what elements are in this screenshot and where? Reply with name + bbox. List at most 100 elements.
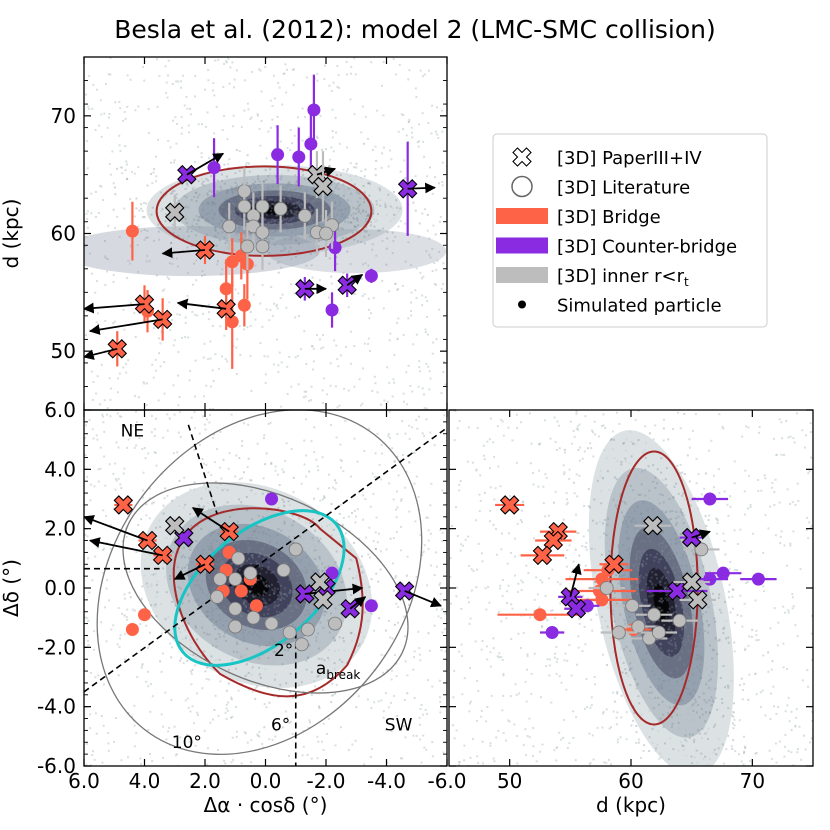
particle [384, 206, 387, 209]
particle [268, 262, 271, 265]
particle [317, 632, 320, 635]
particle [313, 214, 316, 217]
particle [420, 761, 423, 764]
particle [619, 495, 622, 498]
particle [327, 296, 330, 299]
particle [319, 499, 322, 502]
particle [328, 257, 331, 260]
particle [428, 253, 431, 256]
particle [125, 160, 128, 163]
particle [620, 694, 623, 697]
particle [155, 175, 158, 178]
particle [338, 222, 341, 225]
particle [594, 433, 597, 436]
particle [312, 199, 315, 202]
particle [238, 498, 241, 501]
particle [309, 522, 312, 525]
particle [455, 595, 458, 598]
particle [239, 565, 242, 568]
particle [463, 677, 466, 680]
particle [123, 467, 126, 470]
particle [164, 691, 167, 694]
particle [114, 227, 117, 230]
particle [338, 636, 341, 639]
particle [598, 435, 601, 438]
particle [592, 455, 595, 458]
particle [218, 543, 221, 546]
particle [755, 634, 758, 637]
particle [419, 738, 422, 741]
particle [119, 483, 122, 486]
particle [256, 191, 259, 194]
particle [664, 587, 667, 590]
particle [393, 282, 396, 285]
particle [171, 83, 174, 86]
particle [221, 202, 224, 205]
particle [109, 173, 112, 176]
particle [547, 514, 550, 517]
particle [388, 410, 391, 413]
particle [252, 183, 255, 186]
particle [539, 750, 542, 753]
particle [263, 591, 266, 594]
particle [246, 537, 249, 540]
particle [267, 608, 270, 611]
particle [276, 598, 279, 601]
particle [428, 388, 431, 391]
particle [245, 161, 248, 164]
particle [396, 206, 399, 209]
particle [362, 142, 365, 145]
particle [120, 759, 123, 762]
particle [245, 600, 248, 603]
particle [94, 215, 97, 218]
particle [468, 702, 471, 705]
particle [276, 338, 279, 341]
particle [275, 214, 278, 217]
particle [167, 545, 170, 548]
particle [194, 161, 197, 164]
particle [249, 324, 252, 327]
particle [381, 227, 384, 230]
particle [301, 207, 304, 210]
particle [189, 548, 192, 551]
particle [272, 639, 275, 642]
particle [575, 412, 578, 415]
particle [154, 369, 157, 372]
particle [656, 468, 659, 471]
particle [401, 582, 404, 585]
particle [611, 609, 614, 612]
particle [612, 691, 615, 694]
particle [121, 166, 124, 169]
particle [112, 280, 115, 283]
particle [267, 566, 270, 569]
particle [579, 446, 582, 449]
particle [576, 663, 579, 666]
particle [305, 188, 308, 191]
particle [318, 240, 321, 243]
particle [648, 595, 651, 598]
particle [317, 568, 320, 571]
particle [397, 606, 400, 609]
particle [210, 548, 213, 551]
particle [363, 449, 366, 452]
particle [652, 480, 655, 483]
particle [803, 446, 806, 449]
particle [213, 557, 216, 560]
particle [378, 187, 381, 190]
particle [232, 218, 235, 221]
particle [164, 487, 167, 490]
particle [225, 215, 228, 218]
particle [691, 704, 694, 707]
particle [247, 546, 250, 549]
particle [205, 177, 208, 180]
particle [631, 518, 634, 521]
particle [234, 208, 237, 211]
particle [674, 604, 677, 607]
particle [296, 249, 299, 252]
particle [588, 506, 591, 509]
particle [289, 149, 292, 152]
particle [362, 518, 365, 521]
particle [293, 202, 296, 205]
particle [150, 604, 153, 607]
particle [682, 676, 685, 679]
